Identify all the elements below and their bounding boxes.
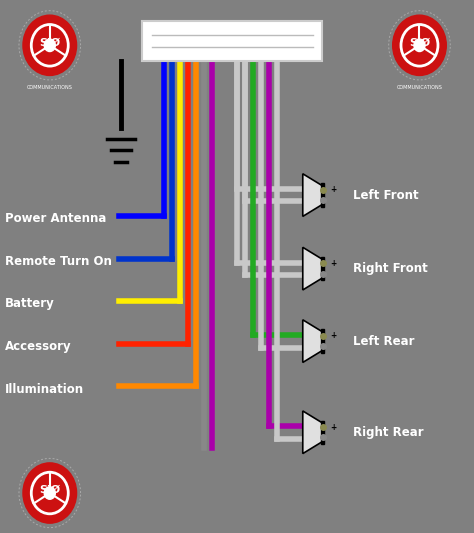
Text: Right Rear: Right Rear xyxy=(353,426,424,439)
Circle shape xyxy=(414,39,425,52)
Text: Left Rear: Left Rear xyxy=(353,335,415,348)
Text: Accessory: Accessory xyxy=(5,340,72,353)
Text: Right Front: Right Front xyxy=(353,262,428,275)
Bar xyxy=(321,183,324,207)
Text: Battery: Battery xyxy=(5,297,55,310)
Text: COMMUNICATIONS: COMMUNICATIONS xyxy=(27,85,73,90)
Polygon shape xyxy=(303,320,322,362)
Polygon shape xyxy=(303,174,322,216)
Text: Remote Turn On: Remote Turn On xyxy=(5,255,111,268)
Text: +: + xyxy=(330,259,337,268)
Circle shape xyxy=(23,463,77,523)
Polygon shape xyxy=(303,411,322,454)
Polygon shape xyxy=(303,247,322,290)
Bar xyxy=(321,329,324,353)
Circle shape xyxy=(23,15,77,76)
Text: +: + xyxy=(330,185,337,195)
Text: +: + xyxy=(330,423,337,432)
Text: SiØ: SiØ xyxy=(39,485,60,495)
Text: Left Front: Left Front xyxy=(353,189,419,201)
Text: Illumination: Illumination xyxy=(5,383,84,395)
Text: COMMUNICATIONS: COMMUNICATIONS xyxy=(397,85,442,90)
Text: SiØ: SiØ xyxy=(39,37,60,47)
Circle shape xyxy=(392,15,447,76)
Text: +: + xyxy=(330,332,337,341)
Circle shape xyxy=(44,487,55,499)
Text: SiØ: SiØ xyxy=(409,37,430,47)
Bar xyxy=(321,421,324,444)
Bar xyxy=(142,21,322,61)
Bar xyxy=(321,257,324,280)
Circle shape xyxy=(44,39,55,52)
Text: Power Antenna: Power Antenna xyxy=(5,212,106,225)
